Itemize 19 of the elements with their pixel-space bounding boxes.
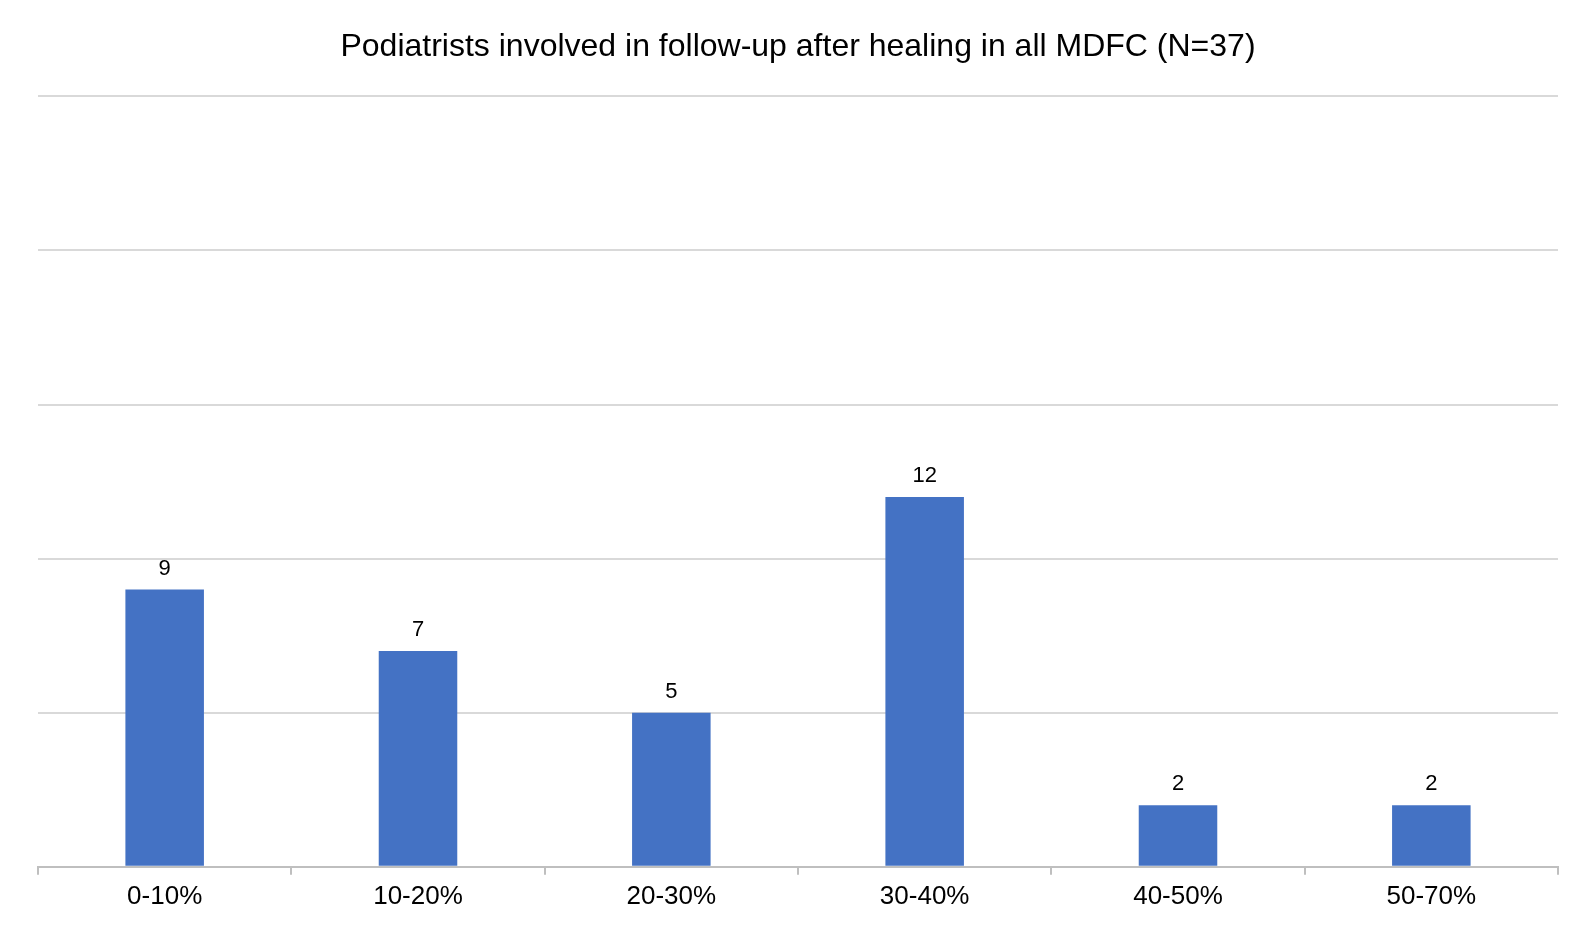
data-label: 12 bbox=[912, 462, 937, 488]
data-label: 5 bbox=[665, 677, 678, 703]
x-tick-label: 30-40% bbox=[879, 879, 970, 910]
bar bbox=[1138, 805, 1218, 866]
bar bbox=[125, 589, 204, 866]
x-tick-label: 40-50% bbox=[1133, 879, 1223, 910]
data-label: 9 bbox=[158, 554, 171, 580]
bar bbox=[632, 712, 711, 866]
x-tick-label: 20-30% bbox=[626, 879, 717, 910]
x-tick-label: 10-20% bbox=[373, 879, 463, 910]
bar bbox=[1392, 805, 1471, 866]
x-tick-label: 0-10% bbox=[127, 879, 203, 910]
bar bbox=[885, 497, 964, 866]
chart-title: Podiatrists involved in follow-up after healing in all MDFC (N=37) bbox=[340, 27, 1256, 64]
bar bbox=[378, 651, 458, 866]
data-label: 2 bbox=[1171, 770, 1185, 796]
data-label: 7 bbox=[411, 616, 425, 642]
data-label: 2 bbox=[1425, 770, 1438, 796]
x-tick-label: 50-70% bbox=[1386, 879, 1477, 910]
